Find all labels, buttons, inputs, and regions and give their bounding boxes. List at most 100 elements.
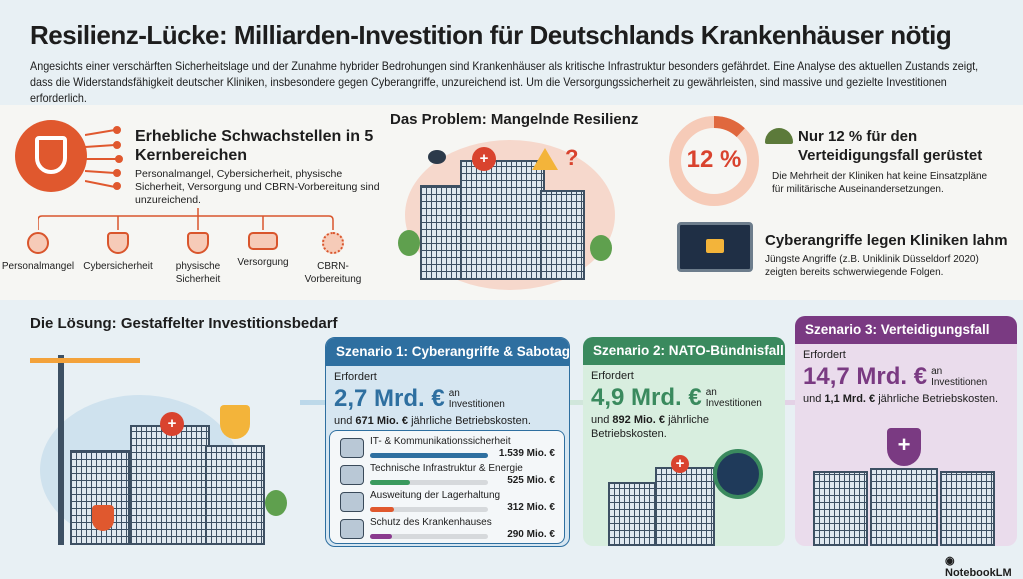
required-label: Erfordert: [803, 349, 846, 361]
ops-suffix: jährliche Betriebskosten.: [411, 415, 531, 427]
cost-item: Technische Infrastruktur & Energie 525 Mi…: [340, 463, 555, 489]
scenario-1-title: Szenario 1: Cyberangriffe & Sabotage: [326, 338, 569, 366]
scenario-2-summary: Erfordert 4,9 Mrd. € an Investitionen un…: [583, 365, 785, 445]
scenario-3-card: Szenario 3: Verteidigungsfall Erfordert …: [795, 316, 1017, 546]
required-label: Erfordert: [591, 370, 634, 382]
page-title: Resilienz-Lücke: Milliarden-Investition …: [30, 20, 952, 50]
notebooklm-logo: ◉ NotebookLM: [945, 555, 1012, 579]
intro-text: Angesichts einer verschärften Sicherheit…: [30, 60, 979, 105]
cost-item: Schutz des Krankenhauses 290 Mio. €: [340, 517, 555, 543]
defense-title: Nur 12 % für den Verteidigungsfall gerüs…: [798, 128, 983, 164]
shield-icon: [92, 505, 114, 531]
category-personalmangel: Personalmangel: [0, 232, 76, 273]
hospital-main-building: [460, 160, 545, 280]
crane-icon: [58, 355, 64, 545]
nato-emblem-icon: [713, 449, 763, 499]
category-cybersicherheit: Cybersicherheit: [80, 232, 156, 273]
investment-suffix: an Investitionen: [705, 387, 762, 409]
cost-item-bar: [370, 507, 488, 512]
weakness-title: Erhebliche Schwachstellen in 5 Kernberei…: [135, 128, 374, 164]
cost-item-label: Schutz des Krankenhauses: [370, 517, 492, 528]
problem-heading: Das Problem: Mangelnde Resilienz: [390, 111, 639, 128]
ops-prefix: und: [334, 415, 353, 427]
building-left: [813, 471, 868, 546]
shield-lock-icon: [187, 232, 209, 254]
building-main: [130, 425, 210, 545]
cost-item-label: IT- & Kommunikationssicherheit: [370, 436, 511, 447]
category-versorgung: Versorgung: [225, 232, 301, 269]
shield-check-icon: [220, 405, 250, 439]
cost-item-value: 1.539 Mio. €: [498, 448, 555, 459]
footer-label: NotebookLM: [945, 567, 1012, 579]
cost-item-bar-fill: [370, 480, 411, 485]
tree-icon: [265, 490, 287, 516]
cyber-text: Jüngste Angriffe (z.B. Uniklinik Düsseld…: [765, 254, 979, 278]
cost-item-label: Technische Infrastruktur & Energie: [370, 463, 523, 474]
computer-icon: [340, 438, 364, 458]
cost-item-bar-fill: [370, 507, 394, 512]
percent-value: 12 %: [686, 146, 742, 173]
cost-item-bar-fill: [370, 534, 393, 539]
scenario-2-title: Szenario 2: NATO-Bündnisfall: [583, 337, 785, 365]
investment-amount: 14,7 Mrd. €: [803, 363, 928, 390]
category-label: CBRN-Vorbereitung: [304, 261, 362, 285]
scenario-1-summary: Erfordert 2,7 Mrd. € an Investitionen un…: [326, 366, 569, 432]
circuit-lines-icon: [85, 126, 123, 190]
medical-cross-icon: +: [472, 147, 496, 171]
ops-suffix: jährliche Betriebskosten.: [591, 414, 710, 440]
cost-item: Ausweitung der Lagerhaltung 312 Mio. €: [340, 490, 555, 516]
question-icon: ?: [565, 145, 579, 170]
ops-amount: 892 Mio. €: [612, 414, 665, 426]
percent-donut: [669, 116, 759, 206]
plug-icon: [340, 465, 364, 485]
person-check-icon: [27, 232, 49, 254]
camera-icon: [340, 519, 364, 539]
ops-amount: 671 Mio. €: [355, 415, 408, 427]
required-label: Erfordert: [334, 371, 377, 383]
scenario-3-summary: Erfordert 14,7 Mrd. € an Investitionen u…: [795, 344, 1017, 410]
category-label: Versorgung: [237, 257, 289, 268]
helmet-icon: [765, 128, 793, 144]
defense-text: Die Mehrheit der Kliniken hat keine Eins…: [772, 171, 988, 195]
building-main: [870, 468, 938, 546]
bug-icon: [428, 150, 446, 164]
investment-suffix: an Investitionen: [448, 388, 505, 410]
category-label: Personalmangel: [1, 261, 75, 272]
ops-prefix: und: [803, 393, 822, 405]
building-main: [655, 467, 715, 546]
investment-amount: 2,7 Mrd. €: [334, 385, 445, 412]
ops-prefix: und: [591, 414, 610, 426]
cyber-title: Cyberangriffe legen Kliniken lahm: [765, 232, 1008, 249]
tree-icon: [398, 230, 420, 256]
cost-item-value: 290 Mio. €: [507, 529, 555, 540]
building-left: [608, 482, 658, 546]
truck-icon: [248, 232, 278, 250]
cost-item-bar: [370, 534, 488, 539]
category-label: Cybersicherheit: [83, 261, 153, 272]
investment-suffix: an Investitionen: [931, 366, 988, 388]
hospital-wing-right: [540, 190, 585, 280]
cost-item-label: Ausweitung der Lagerhaltung: [370, 490, 501, 501]
tree-connector: [38, 208, 334, 230]
scenario-3-title: Szenario 3: Verteidigungsfall: [795, 316, 1017, 344]
tree-icon: [590, 235, 612, 261]
cost-item-value: 312 Mio. €: [507, 502, 555, 513]
cost-item: IT- & Kommunikationssicherheit 1.539 Mio.…: [340, 436, 555, 462]
building-right: [940, 471, 995, 546]
medical-cross-icon: +: [671, 455, 689, 473]
investment-amount: 4,9 Mrd. €: [591, 384, 702, 411]
ops-suffix: jährliche Betriebskosten.: [878, 393, 999, 405]
cost-breakdown: IT- & Kommunikationssicherheit 1.539 Mio.…: [329, 430, 565, 544]
hospital-wing-left: [420, 185, 465, 280]
broken-shield-icon: [15, 120, 87, 192]
weakness-text: Personalmangel, Cybersicherheit, physisc…: [135, 168, 380, 206]
warehouse-icon: [340, 492, 364, 512]
scenario-1-card: Szenario 1: Cyberangriffe & Sabotage Erf…: [325, 337, 570, 547]
category-cbrn: CBRN-Vorbereitung: [295, 232, 371, 286]
cost-item-bar: [370, 480, 488, 485]
medical-cross-icon: +: [160, 412, 184, 436]
solution-heading: Die Lösung: Gestaffelter Investitionsbed…: [30, 315, 338, 332]
shield-lock-icon: [107, 232, 129, 254]
cost-item-value: 525 Mio. €: [507, 475, 555, 486]
crane-arm: [30, 358, 140, 363]
